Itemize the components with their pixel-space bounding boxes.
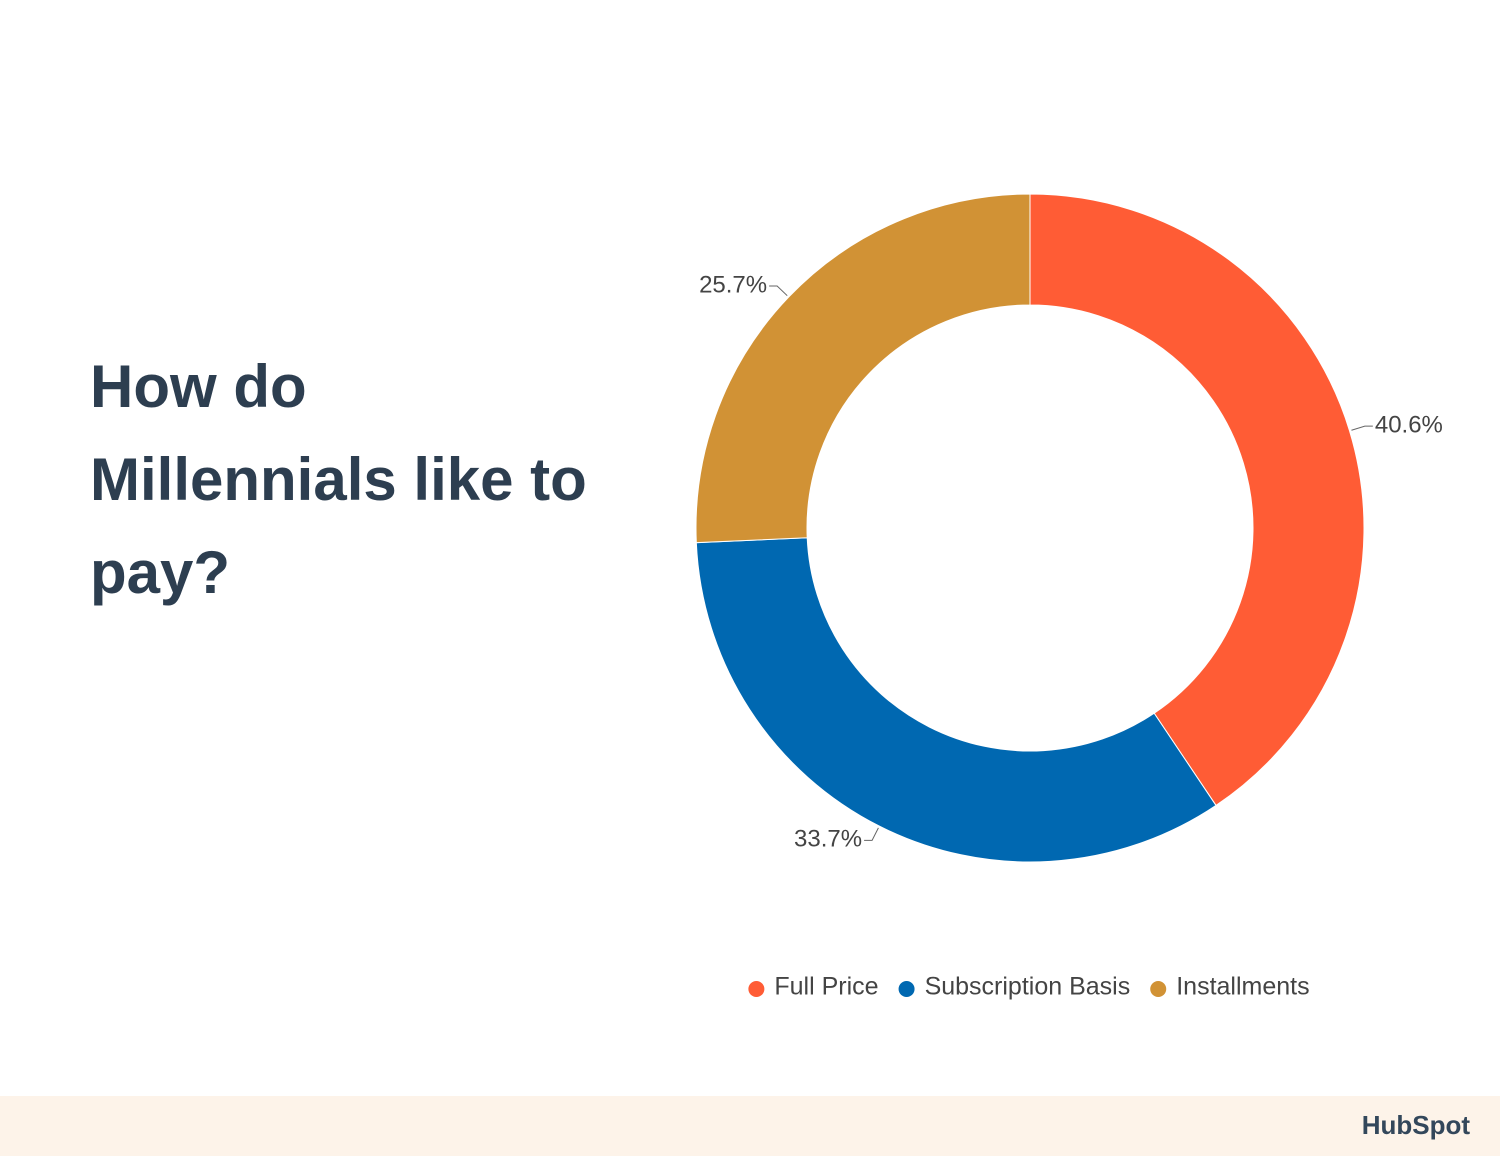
donut-segment (1029, 193, 1365, 807)
leader-line (769, 285, 788, 297)
legend-label: Full Price (774, 973, 878, 1001)
legend-marker (1150, 981, 1167, 997)
brand-logo: HubSpot (1362, 1110, 1471, 1140)
leader-line (1351, 425, 1373, 431)
legend-marker (898, 981, 915, 997)
donut-segment (695, 537, 1217, 863)
legend-label: Subscription Basis (925, 973, 1131, 1001)
donut-segment (695, 193, 1031, 544)
legend-marker (748, 981, 765, 997)
data-label: 25.7% (699, 271, 767, 298)
data-label: 40.6% (1375, 411, 1443, 438)
data-label: 33.7% (794, 826, 862, 853)
leader-line (864, 827, 879, 841)
chart-title: How do Millennials like to pay? (90, 353, 587, 606)
legend-label: Installments (1176, 973, 1309, 1001)
footer-band (0, 1096, 1500, 1156)
